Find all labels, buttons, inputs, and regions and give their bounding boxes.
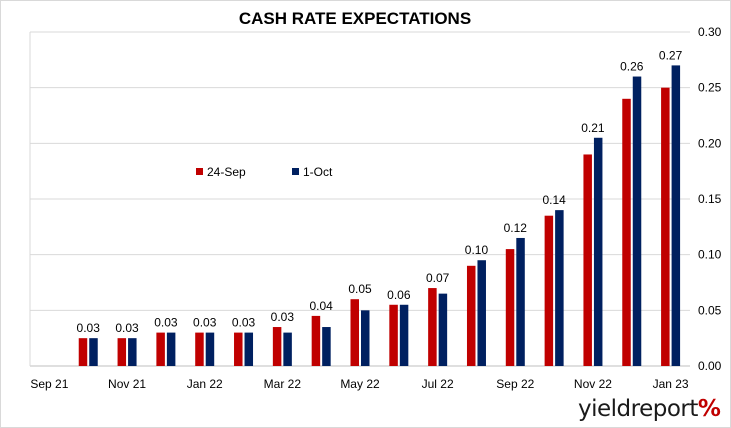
bar-1-oct — [632, 76, 642, 367]
bar-1-oct — [128, 338, 137, 366]
chart-title: CASH RATE EXPECTATIONS — [239, 9, 471, 28]
legend-swatch — [292, 168, 299, 175]
bar-24-sep — [661, 87, 670, 367]
bar-24-sep — [466, 265, 476, 366]
bar-1-oct — [283, 332, 292, 366]
bar-1-oct — [322, 327, 331, 366]
data-label: 0.03 — [77, 321, 101, 335]
y-axis: 0.00 0.05 0.10 0.15 0.20 0.25 0.30 — [698, 25, 722, 373]
bar-24-sep — [195, 332, 204, 366]
bar-24-sep — [311, 315, 321, 366]
y-tick-label: 0.05 — [698, 303, 722, 317]
data-label: 0.03 — [115, 321, 139, 335]
bar-1-oct — [477, 260, 486, 366]
bar-24-sep — [117, 338, 127, 366]
bar-24-sep — [389, 304, 398, 366]
x-tick-label: Sep 21 — [30, 377, 68, 391]
bar-24-sep — [78, 338, 88, 366]
x-tick-label: Nov 21 — [108, 377, 146, 391]
bar-24-sep — [272, 327, 282, 366]
data-label: 0.03 — [154, 316, 178, 330]
gridlines — [29, 31, 690, 367]
data-label: 0.05 — [348, 282, 372, 296]
x-tick-label: Jan 23 — [653, 377, 689, 391]
bar-24-sep — [622, 98, 631, 367]
logo-text: yieldreport — [578, 396, 698, 422]
yieldreport-logo: yieldreport% — [578, 396, 721, 422]
data-label: 0.14 — [542, 193, 566, 207]
y-tick-label: 0.10 — [698, 248, 722, 262]
bar-24-sep — [544, 215, 554, 366]
y-tick-label: 0.25 — [698, 81, 722, 95]
bar-1-oct — [555, 210, 564, 366]
y-tick-label: 0.20 — [698, 136, 722, 150]
data-label: 0.04 — [309, 299, 333, 313]
bar-24-sep — [505, 249, 515, 366]
bar-24-sep — [350, 299, 359, 366]
data-labels: 0.03 0.03 0.03 0.03 0.03 0.03 0.04 0.05 0.06 0.07… — [77, 48, 683, 335]
bar-1-oct — [205, 332, 215, 366]
bar-24-sep — [156, 332, 165, 366]
x-tick-label: Jul 22 — [422, 377, 454, 391]
bar-1-oct — [399, 304, 409, 366]
data-label: 0.03 — [193, 316, 217, 330]
legend-label: 24-Sep — [207, 165, 246, 179]
data-label: 0.21 — [581, 121, 605, 135]
data-label: 0.03 — [271, 310, 295, 324]
bar-24-sep — [234, 332, 243, 366]
bar-1-oct — [516, 237, 525, 366]
bar-24-sep — [428, 288, 437, 366]
bar-1-oct — [593, 137, 603, 366]
x-tick-label: Nov 22 — [574, 377, 612, 391]
data-label: 0.10 — [465, 243, 489, 257]
x-tick-label: Mar 22 — [264, 377, 302, 391]
y-tick-label: 0.00 — [698, 359, 722, 373]
legend-label: 1-Oct — [303, 165, 333, 179]
x-tick-label: May 22 — [340, 377, 380, 391]
logo-percent: % — [697, 396, 721, 422]
data-label: 0.03 — [232, 316, 256, 330]
data-label: 0.06 — [387, 288, 411, 302]
bar-1-oct — [671, 65, 681, 367]
y-tick-label: 0.15 — [698, 192, 722, 206]
bar-1-oct — [438, 293, 448, 366]
y-tick-label: 0.30 — [698, 25, 722, 39]
bar-24-sep — [583, 154, 592, 366]
x-tick-label: Jan 22 — [187, 377, 223, 391]
data-label: 0.27 — [659, 48, 683, 62]
data-label: 0.12 — [504, 221, 528, 235]
data-label: 0.26 — [620, 60, 644, 74]
x-axis: Sep 21 Nov 21 Jan 22 Mar 22 May 22 Jul 22 Sep … — [30, 377, 689, 391]
legend: 24-Sep 1-Oct — [196, 165, 333, 179]
bars — [78, 65, 681, 367]
data-label: 0.07 — [426, 271, 450, 285]
bar-1-oct — [89, 338, 98, 366]
bar-1-oct — [244, 332, 254, 366]
bar-1-oct — [361, 310, 370, 366]
x-tick-label: Sep 22 — [496, 377, 534, 391]
bar-1-oct — [166, 332, 176, 366]
legend-swatch — [196, 168, 203, 175]
